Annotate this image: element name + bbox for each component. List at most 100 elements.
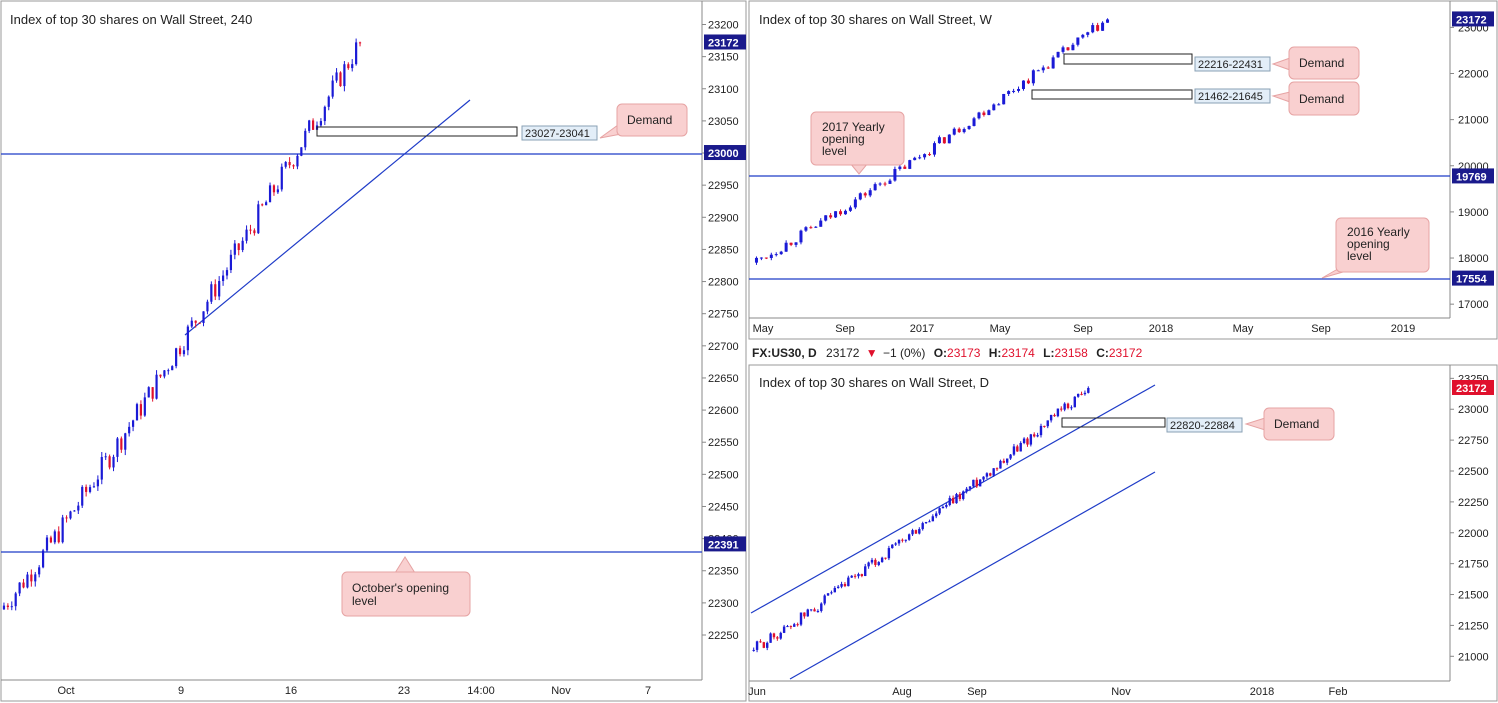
candle-body — [932, 143, 936, 155]
candle-body — [863, 193, 867, 196]
candle-body — [901, 539, 904, 541]
candle-body — [799, 612, 803, 625]
candle-body — [989, 473, 992, 476]
panel-h4-title: Index of top 30 shares on Wall Street, 2… — [10, 12, 252, 27]
candle-body — [276, 189, 279, 193]
candle-body — [85, 486, 88, 492]
candle-body — [1061, 47, 1065, 52]
candle-body — [942, 137, 946, 144]
candle-body — [843, 583, 847, 587]
candle-body — [18, 582, 21, 594]
candle-body — [913, 157, 917, 161]
candle-body — [947, 134, 951, 144]
x-tick-label: Feb — [1329, 686, 1348, 698]
candle-body — [1012, 90, 1016, 92]
x-tick-label: Sep — [1073, 323, 1093, 335]
candle-body — [830, 592, 833, 594]
candle-body — [57, 531, 60, 543]
candle-body — [34, 574, 37, 582]
candle-body — [112, 456, 115, 468]
candle-body — [957, 128, 961, 133]
candle-body — [816, 610, 820, 612]
candle-body — [826, 593, 830, 596]
candle-body — [73, 510, 76, 512]
price-tag-box — [1452, 11, 1494, 27]
candle-body — [857, 574, 860, 577]
panel-daily-price-tags: 23172 — [1452, 379, 1494, 395]
candle-body — [997, 104, 1001, 106]
candle-body — [867, 562, 870, 567]
x-tick-label: Nov — [551, 685, 571, 697]
candle-body — [92, 486, 96, 488]
candle-body — [962, 129, 966, 133]
x-tick-label: Jun — [748, 686, 766, 698]
zone-label-daily: 22820-22884 — [1170, 420, 1235, 432]
candle-body — [853, 199, 857, 208]
candle-body — [839, 211, 843, 215]
candle-body — [987, 110, 991, 116]
candle-body — [108, 456, 111, 468]
candle-body — [327, 96, 330, 107]
candle-body — [1051, 57, 1055, 69]
candle-body — [834, 211, 838, 218]
candle-body — [131, 420, 135, 427]
zone-label-weekly-lower: 21462-21645 — [1198, 91, 1263, 103]
info-l-value: 23158 — [1054, 346, 1088, 360]
candle-body — [873, 184, 877, 191]
price-tag-box — [1452, 379, 1494, 395]
candle-body — [860, 574, 864, 577]
panel-daily-frame — [748, 364, 1498, 702]
callout-2016-yearly-box — [1335, 217, 1430, 273]
y-tick-label: 22350 — [708, 566, 739, 578]
candle-body — [843, 210, 847, 215]
price-tag-label: 23172 — [708, 37, 739, 49]
candle-body — [304, 130, 307, 148]
price-tag-box — [1452, 270, 1494, 286]
callout-2017-yearly: 2017 Yearly opening level — [810, 111, 905, 175]
candle-body — [847, 577, 850, 587]
info-timeframe: D — [808, 346, 817, 360]
candle-body — [143, 397, 146, 416]
zone-label-box-weekly-upper — [1194, 56, 1271, 72]
candle-body — [1073, 396, 1076, 408]
x-tick-label: 2017 — [910, 323, 934, 335]
x-tick-label: 23 — [398, 685, 410, 697]
candle-body — [288, 161, 291, 166]
y-tick-label: 21000 — [1458, 115, 1489, 127]
candle-body — [914, 530, 918, 534]
candle-body — [65, 517, 68, 519]
candle-body — [311, 120, 315, 130]
info-h-label: H: — [989, 346, 1002, 360]
candle-body — [1066, 403, 1070, 409]
candle-body — [995, 468, 999, 470]
x-tick-label: 16 — [285, 685, 297, 697]
candle-body — [1071, 44, 1075, 51]
candle-body — [1086, 32, 1090, 35]
candle-body — [1009, 454, 1012, 459]
candle-body — [992, 104, 996, 111]
price-tag-box — [704, 536, 746, 552]
candle-body — [888, 180, 892, 184]
candle-body — [972, 479, 975, 487]
candle-body — [1002, 460, 1006, 463]
candle-body — [779, 632, 782, 639]
candle-body — [38, 567, 41, 575]
zone-label-weekly-upper: 22216-22431 — [1198, 59, 1263, 71]
candle-body — [1036, 435, 1039, 437]
candle-body — [6, 605, 9, 607]
candle-body — [878, 183, 882, 185]
candle-body — [182, 350, 186, 355]
candle-body — [982, 112, 986, 116]
candle-body — [853, 575, 857, 577]
candle-body — [1060, 408, 1063, 410]
candle-body — [292, 165, 295, 167]
candle-body — [347, 64, 350, 69]
candle-body — [190, 320, 193, 327]
candle-body — [1056, 51, 1060, 58]
candle-body — [229, 254, 233, 271]
candle-body — [784, 242, 788, 252]
candle-body — [1091, 25, 1095, 33]
candle-body — [1053, 414, 1056, 417]
candle-body — [918, 529, 921, 534]
